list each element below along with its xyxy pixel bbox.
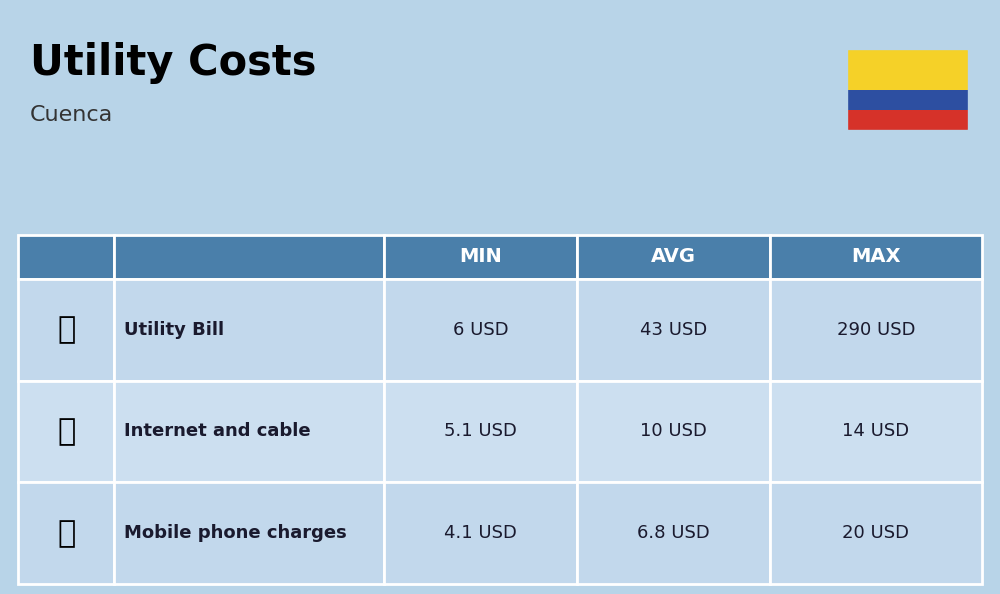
Bar: [577, 279, 770, 381]
Bar: [770, 482, 982, 584]
Text: 5.1 USD: 5.1 USD: [444, 422, 517, 441]
Bar: [18, 482, 114, 584]
Bar: [848, 110, 968, 130]
Bar: [770, 279, 982, 381]
Text: Mobile phone charges: Mobile phone charges: [124, 524, 347, 542]
Bar: [384, 482, 577, 584]
Bar: [577, 235, 770, 279]
Bar: [114, 381, 384, 482]
Text: 6 USD: 6 USD: [453, 321, 509, 339]
Text: Utility Costs: Utility Costs: [30, 42, 316, 84]
Bar: [384, 235, 577, 279]
Text: 6.8 USD: 6.8 USD: [637, 524, 710, 542]
Bar: [18, 279, 114, 381]
Bar: [848, 90, 968, 110]
Bar: [770, 381, 982, 482]
Text: MAX: MAX: [851, 248, 901, 267]
Bar: [770, 235, 982, 279]
Bar: [384, 381, 577, 482]
Bar: [577, 482, 770, 584]
Bar: [384, 279, 577, 381]
Bar: [577, 381, 770, 482]
Text: 📡: 📡: [57, 417, 75, 446]
Text: 20 USD: 20 USD: [842, 524, 909, 542]
Text: 📱: 📱: [57, 519, 75, 548]
Bar: [18, 381, 114, 482]
Text: AVG: AVG: [651, 248, 696, 267]
Bar: [848, 50, 968, 90]
Bar: [18, 235, 114, 279]
Text: 10 USD: 10 USD: [640, 422, 707, 441]
Bar: [114, 482, 384, 584]
Text: 14 USD: 14 USD: [842, 422, 910, 441]
Text: MIN: MIN: [459, 248, 502, 267]
Text: Utility Bill: Utility Bill: [124, 321, 225, 339]
Bar: [114, 279, 384, 381]
Text: Cuenca: Cuenca: [30, 105, 113, 125]
Bar: [114, 235, 384, 279]
Text: 4.1 USD: 4.1 USD: [444, 524, 517, 542]
Text: 43 USD: 43 USD: [640, 321, 707, 339]
Text: 290 USD: 290 USD: [837, 321, 915, 339]
Text: Internet and cable: Internet and cable: [124, 422, 311, 441]
Text: 🔌: 🔌: [57, 315, 75, 345]
